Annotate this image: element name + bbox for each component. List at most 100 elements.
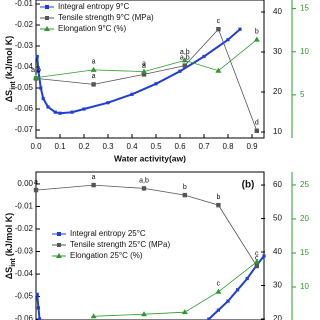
point <box>33 187 39 193</box>
point <box>53 110 57 114</box>
y-label-sub: int <box>10 258 17 267</box>
significance-letter: a <box>34 179 38 186</box>
point <box>262 254 266 258</box>
y3-tick-label: 20 <box>300 214 309 223</box>
y-tick-label: -0.01 <box>15 202 34 211</box>
series-line <box>36 28 241 115</box>
significance-letter: d <box>255 120 259 127</box>
legend-label: Elongation 25°C (%) <box>70 251 143 260</box>
point <box>181 309 188 315</box>
y2-tick-label: 40 <box>273 7 282 16</box>
legend-label: Integral entropy 9°C <box>58 2 129 11</box>
point <box>202 54 206 59</box>
point <box>226 38 230 42</box>
series-line <box>35 39 258 78</box>
point <box>82 107 86 111</box>
point <box>182 63 187 68</box>
significance-letter: a <box>92 59 96 66</box>
x-tick-label: 0.0 <box>30 142 42 151</box>
x-tick-label: 0.3 <box>102 142 114 151</box>
y-label-unit: (kJ/mol K) <box>4 36 14 80</box>
point <box>245 276 249 281</box>
point <box>39 86 43 90</box>
legend-marker <box>45 5 49 9</box>
point <box>207 317 211 320</box>
plot-frame <box>35 171 265 320</box>
point <box>35 292 39 296</box>
point <box>226 299 230 303</box>
x-tick-label: 0.9 <box>246 142 258 151</box>
significance-letter: c <box>217 18 221 25</box>
significance-letter: b <box>255 29 259 36</box>
significance-letter: a,b <box>31 67 41 74</box>
y-label-main: ΔS <box>4 267 14 279</box>
point <box>38 317 42 320</box>
significance-letter: c <box>255 255 259 262</box>
y-tick-label: 0.00 <box>17 179 33 188</box>
x-tick-label: 0.6 <box>174 142 186 151</box>
y3-tick-label: 10 <box>300 47 309 56</box>
point <box>90 66 97 72</box>
y-tick-label: -0.03 <box>15 247 34 256</box>
series-line <box>36 255 265 320</box>
y-tick-label: -0.05 <box>15 83 34 92</box>
point <box>106 101 110 105</box>
legend-marker <box>57 243 61 247</box>
y2-tick-label: 20 <box>273 314 282 320</box>
x-tick-label: 0.4 <box>126 142 138 151</box>
y-tick-label: -0.04 <box>15 269 34 278</box>
plot-frame <box>35 0 265 139</box>
series-line <box>35 28 258 131</box>
point <box>216 308 220 312</box>
point <box>181 57 188 63</box>
x-tick-label: 0.1 <box>54 142 66 151</box>
y-tick-label: -0.06 <box>15 314 34 320</box>
point <box>154 82 158 86</box>
y3-tick-label: 5 <box>300 90 305 99</box>
point <box>130 92 134 96</box>
legend-marker <box>44 26 50 31</box>
point <box>178 69 182 73</box>
point <box>253 258 260 264</box>
point <box>236 288 240 292</box>
point <box>216 202 221 208</box>
point <box>90 313 97 319</box>
panel-label: (b) <box>242 180 255 191</box>
significance-letter: c <box>217 281 221 288</box>
y-tick-label: -0.02 <box>15 20 34 29</box>
x-tick-label: 0.5 <box>150 142 162 151</box>
legend-marker <box>45 16 49 20</box>
point <box>58 111 62 115</box>
series-line <box>93 261 258 317</box>
x-tick-label: 0.7 <box>198 142 210 151</box>
y2-tick-label: 50 <box>273 214 282 223</box>
significance-letter: a <box>142 63 146 70</box>
point <box>254 128 259 133</box>
y2-tick-label: 30 <box>273 47 282 56</box>
point <box>41 96 45 101</box>
y-tick-label: -0.03 <box>15 41 34 50</box>
y-tick-label: -0.07 <box>15 125 34 134</box>
y-tick-label: -0.02 <box>15 224 34 233</box>
point <box>141 72 147 77</box>
point <box>91 82 96 87</box>
y3-tick-label: 10 <box>300 282 309 291</box>
y2-tick-label: 30 <box>273 281 282 290</box>
significance-letter: c <box>255 251 259 258</box>
point <box>238 27 242 31</box>
point <box>254 263 259 269</box>
point <box>215 288 222 294</box>
significance-letter: b <box>183 184 187 191</box>
y-label-unit: (kJ/mol K) <box>4 213 14 257</box>
point <box>70 110 74 114</box>
y2-tick-label: 20 <box>273 87 282 96</box>
y2-tick-label: 40 <box>273 247 282 256</box>
legend-marker <box>57 232 61 236</box>
y3-tick-label: 25 <box>300 180 309 189</box>
significance-letter: b <box>216 194 220 201</box>
y-tick-label: -0.04 <box>15 62 34 71</box>
y2-tick-label: 10 <box>273 127 282 136</box>
point <box>46 105 50 109</box>
y-tick-label: -0.06 <box>15 104 34 113</box>
